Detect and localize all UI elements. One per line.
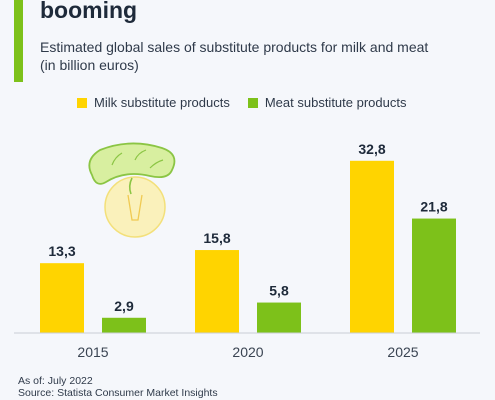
bar-milk-2015 [40,263,84,333]
data-label-meat-2015: 2,9 [114,298,134,314]
x-tick-label-2025: 2025 [387,344,418,360]
legend-item-meat: Meat substitute products [247,95,407,110]
x-tick-label-2020: 2020 [232,344,263,360]
legend-item-milk: Milk substitute products [77,95,230,110]
bar-milk-2025 [350,160,394,333]
legend-label-meat: Meat substitute products [264,95,407,110]
legend: Milk substitute products Meat substitute… [77,95,424,110]
bar-milk-2020 [195,250,239,333]
source-note: Source: Statista Consumer Market Insight… [18,387,218,399]
bar-meat-2020 [257,302,301,333]
footer: As of: July 2022 Source: Statista Consum… [18,375,218,399]
chart-title: booming [40,0,138,23]
accent-bar [14,0,23,82]
bar-meat-2025 [412,218,456,333]
data-label-milk-2025: 32,8 [358,141,385,157]
legend-swatch-meat [247,97,258,108]
data-label-milk-2015: 13,3 [48,243,75,259]
as-of-note: As of: July 2022 [18,375,93,387]
chart-subtitle: Estimated global sales of substitute pro… [40,39,429,73]
bar-meat-2015 [102,317,146,333]
legend-label-milk: Milk substitute products [94,95,230,110]
x-tick-label-2015: 2015 [77,344,108,360]
plant-bulb-sausage-icon [88,142,176,238]
legend-swatch-milk [77,97,87,108]
data-label-meat-2025: 21,8 [420,199,447,215]
data-label-milk-2020: 15,8 [203,230,230,246]
data-label-meat-2020: 5,8 [269,283,289,299]
